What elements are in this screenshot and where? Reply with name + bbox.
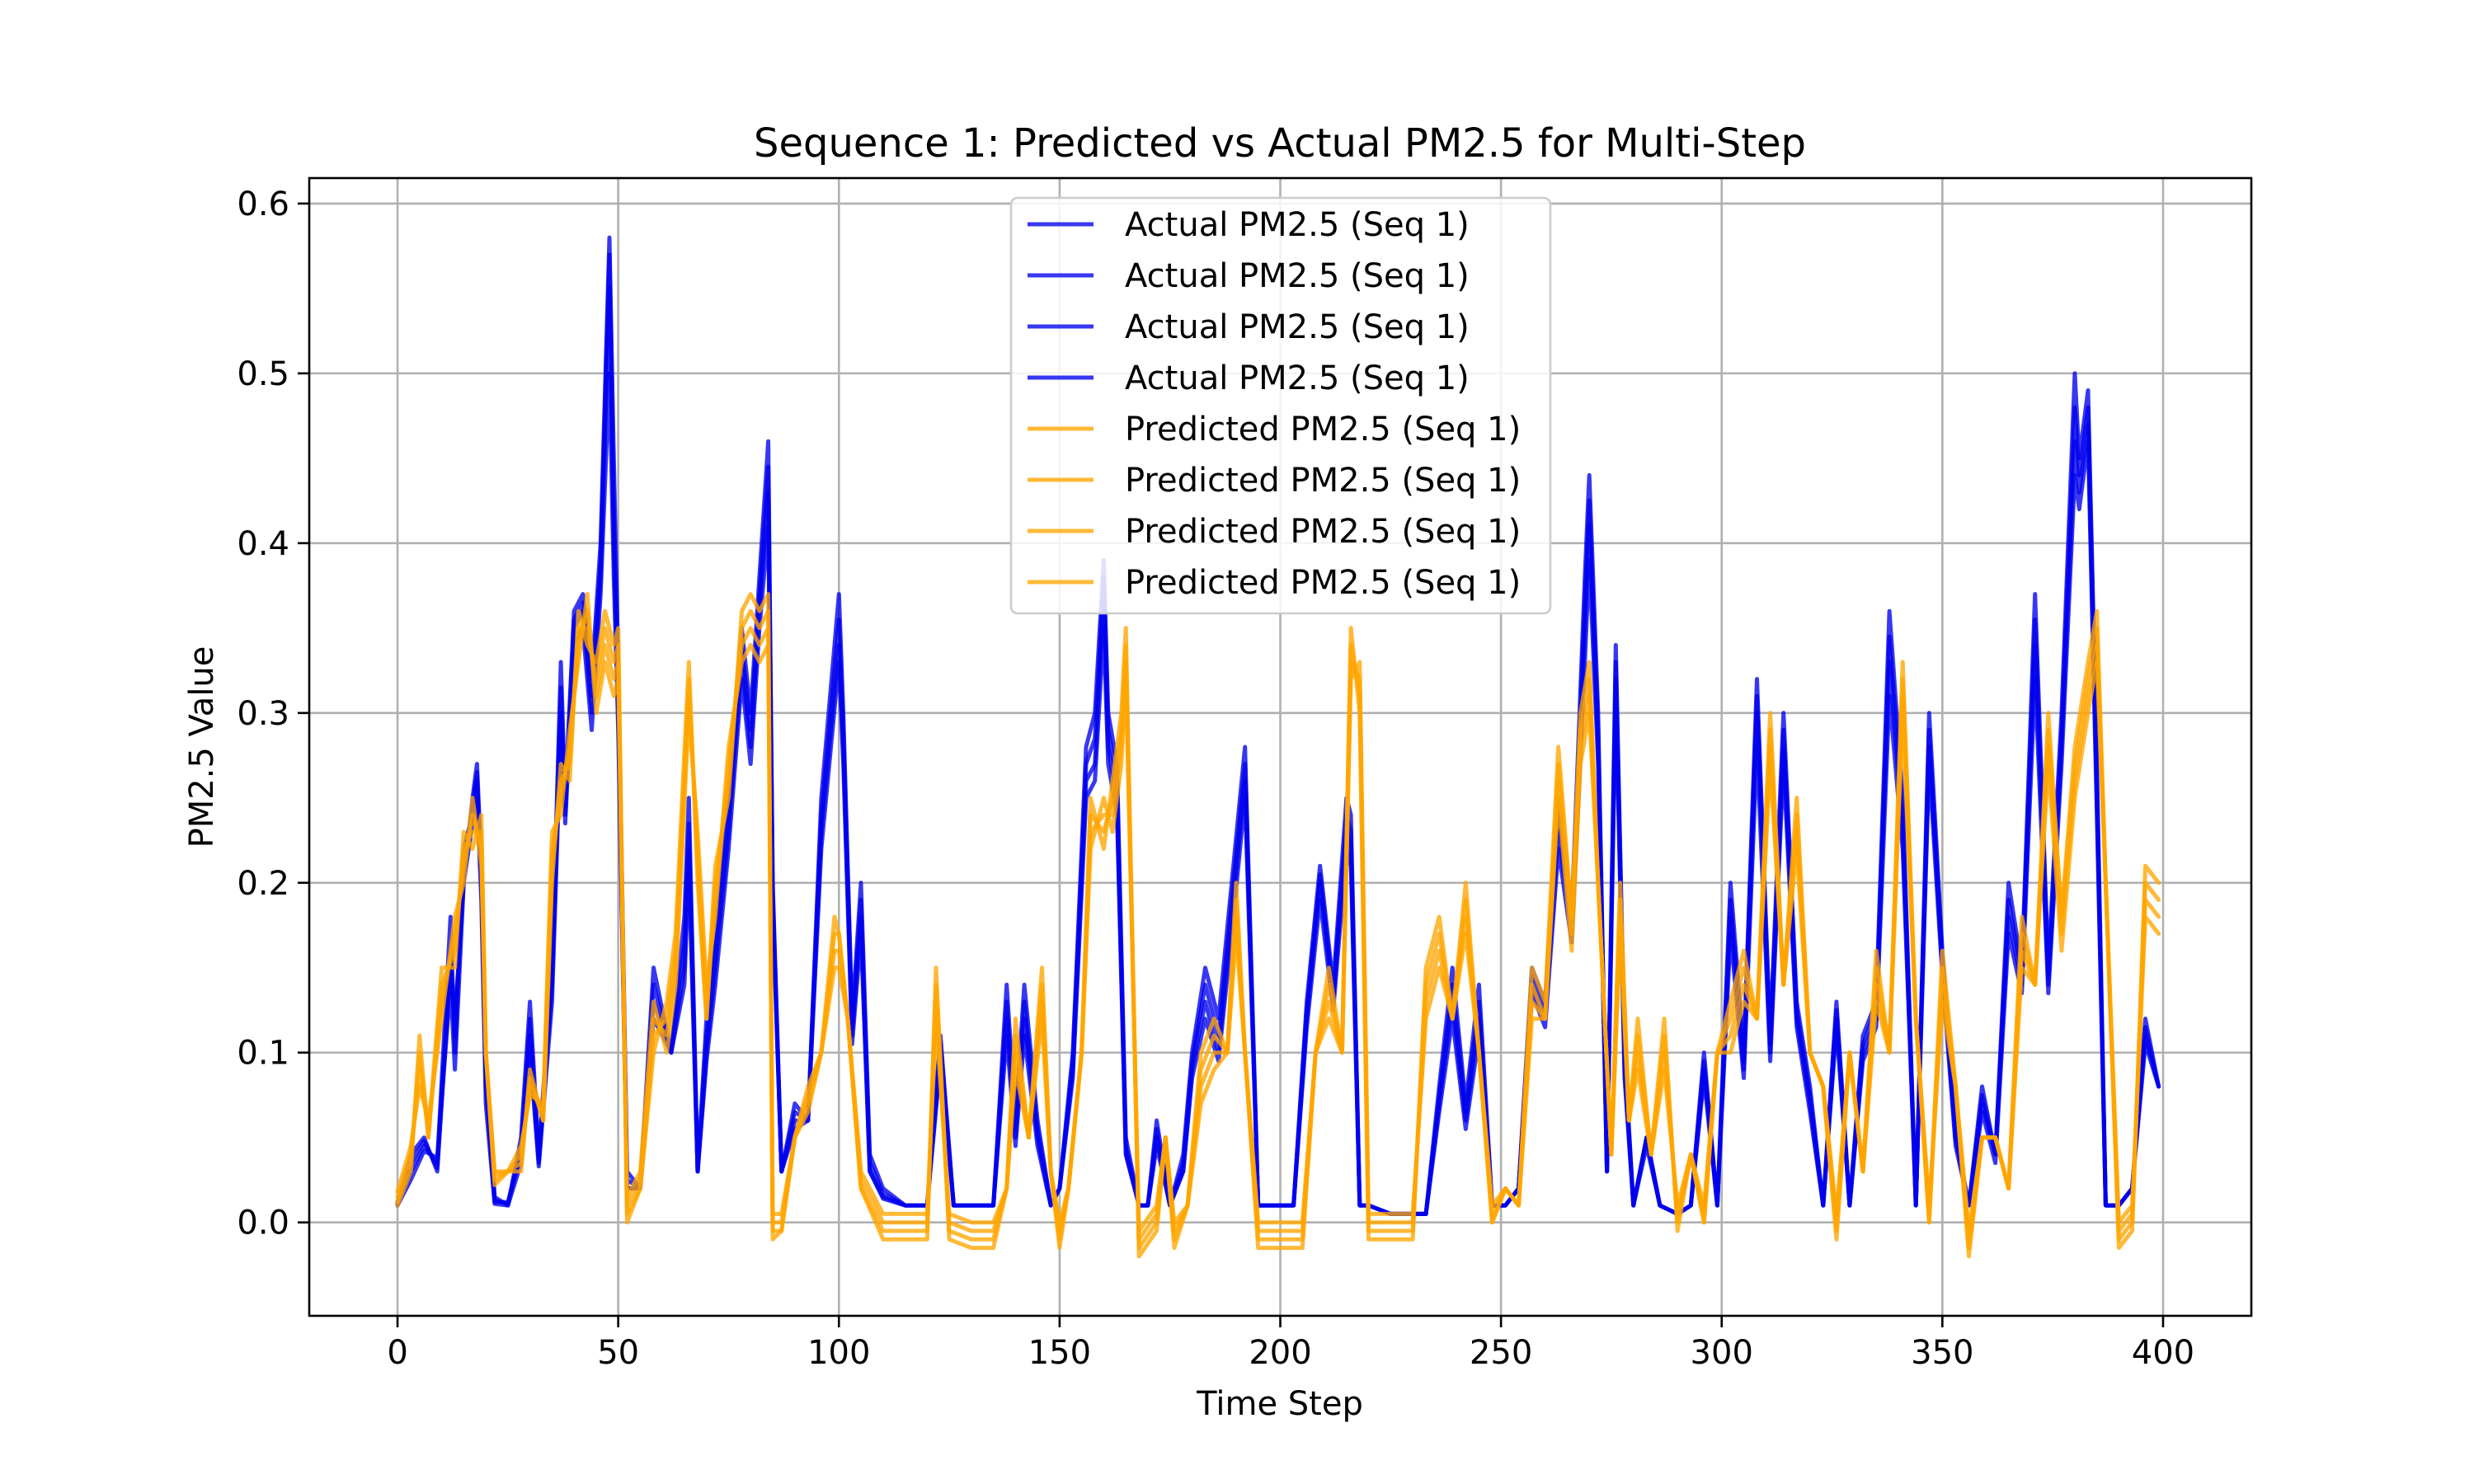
y-tick-label: 0.6 [237, 186, 289, 223]
legend-label: Actual PM2.5 (Seq 1) [1125, 206, 1470, 244]
legend: Actual PM2.5 (Seq 1) Actual PM2.5 (Seq 1)… [1009, 196, 1552, 615]
y-tick-label: 0.0 [237, 1205, 289, 1242]
legend-label: Actual PM2.5 (Seq 1) [1125, 308, 1470, 346]
x-tick-label: 200 [1249, 1334, 1311, 1372]
x-tick-label: 150 [1028, 1334, 1091, 1372]
x-tick-label: 100 [807, 1334, 870, 1372]
x-tick-label: 0 [387, 1334, 407, 1372]
y-tick-label: 0.5 [237, 355, 289, 393]
chart-title: Sequence 1: Predicted vs Actual PM2.5 fo… [754, 120, 1806, 167]
x-tick-label: 250 [1470, 1334, 1532, 1372]
legend-label: Actual PM2.5 (Seq 1) [1125, 359, 1470, 397]
y-tick-label: 0.4 [237, 525, 289, 563]
legend-label: Predicted PM2.5 (Seq 1) [1125, 411, 1521, 448]
x-tick-label: 400 [2132, 1334, 2194, 1372]
legend-label: Predicted PM2.5 (Seq 1) [1125, 462, 1521, 500]
series-line-predicted-8 [395, 592, 2161, 1233]
y-tick-label: 0.1 [237, 1035, 289, 1073]
legend-label: Actual PM2.5 (Seq 1) [1125, 257, 1470, 295]
x-tick-label: 350 [1911, 1334, 1973, 1372]
y-axis-label: PM2.5 Value [183, 646, 221, 848]
legend-label: Predicted PM2.5 (Seq 1) [1125, 564, 1521, 602]
x-tick-label: 50 [597, 1334, 639, 1372]
x-axis-label: Time Step [1196, 1385, 1363, 1423]
legend-box [1009, 196, 1552, 615]
ticks: 0 50 100 150 200 250 300 350 400 0.0 0.1 0.2 0.3 0.4 0… [237, 186, 2194, 1372]
legend-label: Predicted PM2.5 (Seq 1) [1125, 513, 1521, 551]
y-tick-label: 0.2 [237, 865, 289, 903]
x-tick-label: 300 [1691, 1334, 1753, 1372]
series-layer [395, 235, 2161, 1259]
y-tick-label: 0.3 [237, 695, 289, 733]
